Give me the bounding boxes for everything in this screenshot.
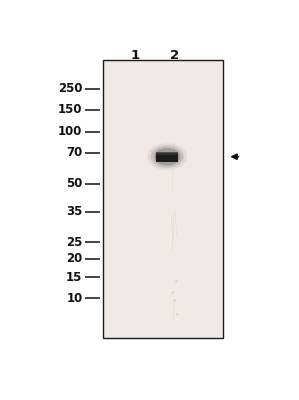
Text: 35: 35 bbox=[66, 205, 83, 218]
Text: 100: 100 bbox=[58, 125, 83, 138]
Text: 20: 20 bbox=[66, 252, 83, 266]
Text: 250: 250 bbox=[58, 82, 83, 95]
Text: 15: 15 bbox=[66, 271, 83, 284]
Ellipse shape bbox=[151, 146, 184, 168]
Text: 70: 70 bbox=[66, 146, 83, 159]
Bar bbox=[156, 152, 178, 155]
Text: 25: 25 bbox=[66, 236, 83, 248]
Text: 10: 10 bbox=[66, 292, 83, 304]
Ellipse shape bbox=[154, 148, 180, 166]
Bar bbox=[156, 152, 178, 153]
Bar bbox=[103, 60, 223, 338]
Text: 50: 50 bbox=[66, 177, 83, 190]
Text: 2: 2 bbox=[170, 49, 179, 62]
Ellipse shape bbox=[147, 144, 187, 170]
Text: 1: 1 bbox=[130, 49, 139, 62]
Text: 150: 150 bbox=[58, 103, 83, 116]
Bar bbox=[156, 152, 178, 162]
